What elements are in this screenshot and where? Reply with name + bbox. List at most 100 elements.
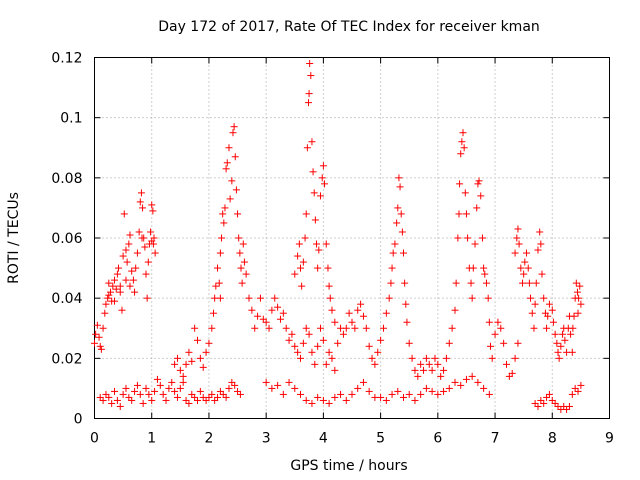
data-point <box>148 201 156 209</box>
data-point <box>474 378 482 386</box>
data-point <box>491 330 499 338</box>
data-point <box>511 354 519 362</box>
data-point <box>534 246 542 254</box>
x-tick-label: 7 <box>491 431 500 447</box>
data-point <box>534 402 542 410</box>
data-point <box>104 294 112 302</box>
data-point <box>299 339 307 347</box>
data-point <box>279 390 287 398</box>
data-point <box>309 168 317 176</box>
data-point <box>115 264 123 272</box>
data-point <box>256 294 264 302</box>
data-point <box>555 354 563 362</box>
data-point <box>445 339 453 347</box>
data-point <box>222 393 230 401</box>
data-point <box>400 393 407 401</box>
data-point <box>458 138 466 146</box>
data-point <box>422 354 430 362</box>
data-point <box>237 264 245 272</box>
data-point <box>199 363 207 371</box>
data-point <box>311 216 319 224</box>
data-point <box>153 375 161 383</box>
data-point <box>394 204 402 212</box>
data-point <box>417 360 425 368</box>
data-point <box>291 342 299 350</box>
data-point <box>339 330 347 338</box>
data-point <box>105 393 113 401</box>
data-point <box>575 294 583 302</box>
data-point <box>216 294 224 302</box>
data-point <box>212 282 220 290</box>
data-point <box>461 189 469 197</box>
data-point <box>342 396 350 404</box>
data-point <box>574 387 582 395</box>
data-point <box>553 339 561 347</box>
data-point <box>188 390 196 398</box>
data-point <box>143 294 151 302</box>
data-point <box>119 390 127 398</box>
data-point <box>368 354 376 362</box>
data-point <box>322 240 330 248</box>
x-tick-label: 4 <box>319 431 328 447</box>
data-point <box>573 288 581 296</box>
data-point <box>305 99 313 107</box>
data-point <box>457 381 465 389</box>
data-point <box>467 279 475 287</box>
y-tick-label: 0.02 <box>51 351 82 367</box>
data-point <box>425 360 433 368</box>
data-point <box>565 402 573 410</box>
data-point <box>222 165 230 173</box>
data-point <box>268 384 276 392</box>
data-point <box>359 378 367 386</box>
data-point <box>274 303 282 311</box>
data-point <box>382 309 390 317</box>
data-point <box>377 336 385 344</box>
data-point <box>188 357 196 365</box>
data-point <box>377 393 385 401</box>
axis-ticks <box>94 57 610 419</box>
data-point <box>159 390 167 398</box>
data-point <box>532 279 540 287</box>
data-point <box>139 399 147 407</box>
data-point <box>128 396 136 404</box>
data-point <box>228 177 236 185</box>
data-point <box>371 360 379 368</box>
y-axis-label: ROTI / TECUs <box>6 192 22 284</box>
data-point <box>262 318 270 326</box>
data-point <box>513 234 521 242</box>
x-tick-label: 3 <box>262 431 271 447</box>
data-point <box>234 387 242 395</box>
data-point <box>305 330 313 338</box>
data-point <box>505 372 513 380</box>
data-point <box>185 348 193 356</box>
x-tick-label: 1 <box>147 431 156 447</box>
data-point <box>239 240 247 248</box>
data-point <box>462 210 470 218</box>
data-point <box>414 372 422 380</box>
data-point <box>176 384 184 392</box>
data-point <box>133 381 141 389</box>
data-point <box>231 381 239 389</box>
data-point <box>334 339 342 347</box>
data-point <box>440 366 448 374</box>
data-point <box>394 387 402 395</box>
data-point <box>101 309 109 317</box>
data-point <box>95 333 103 341</box>
data-point <box>398 228 406 236</box>
data-point <box>527 294 535 302</box>
data-point <box>314 264 322 272</box>
data-point <box>385 294 393 302</box>
data-point <box>563 405 571 413</box>
y-tick-label: 0.06 <box>51 231 82 247</box>
data-point <box>544 312 552 320</box>
y-tick-label: 0 <box>74 412 83 428</box>
data-point <box>218 234 226 242</box>
data-point <box>118 306 126 314</box>
data-point <box>113 396 121 404</box>
data-point <box>345 309 353 317</box>
data-point <box>402 300 410 308</box>
data-point <box>471 240 479 248</box>
data-point <box>511 249 519 257</box>
data-point <box>387 279 395 287</box>
data-point <box>221 204 229 212</box>
